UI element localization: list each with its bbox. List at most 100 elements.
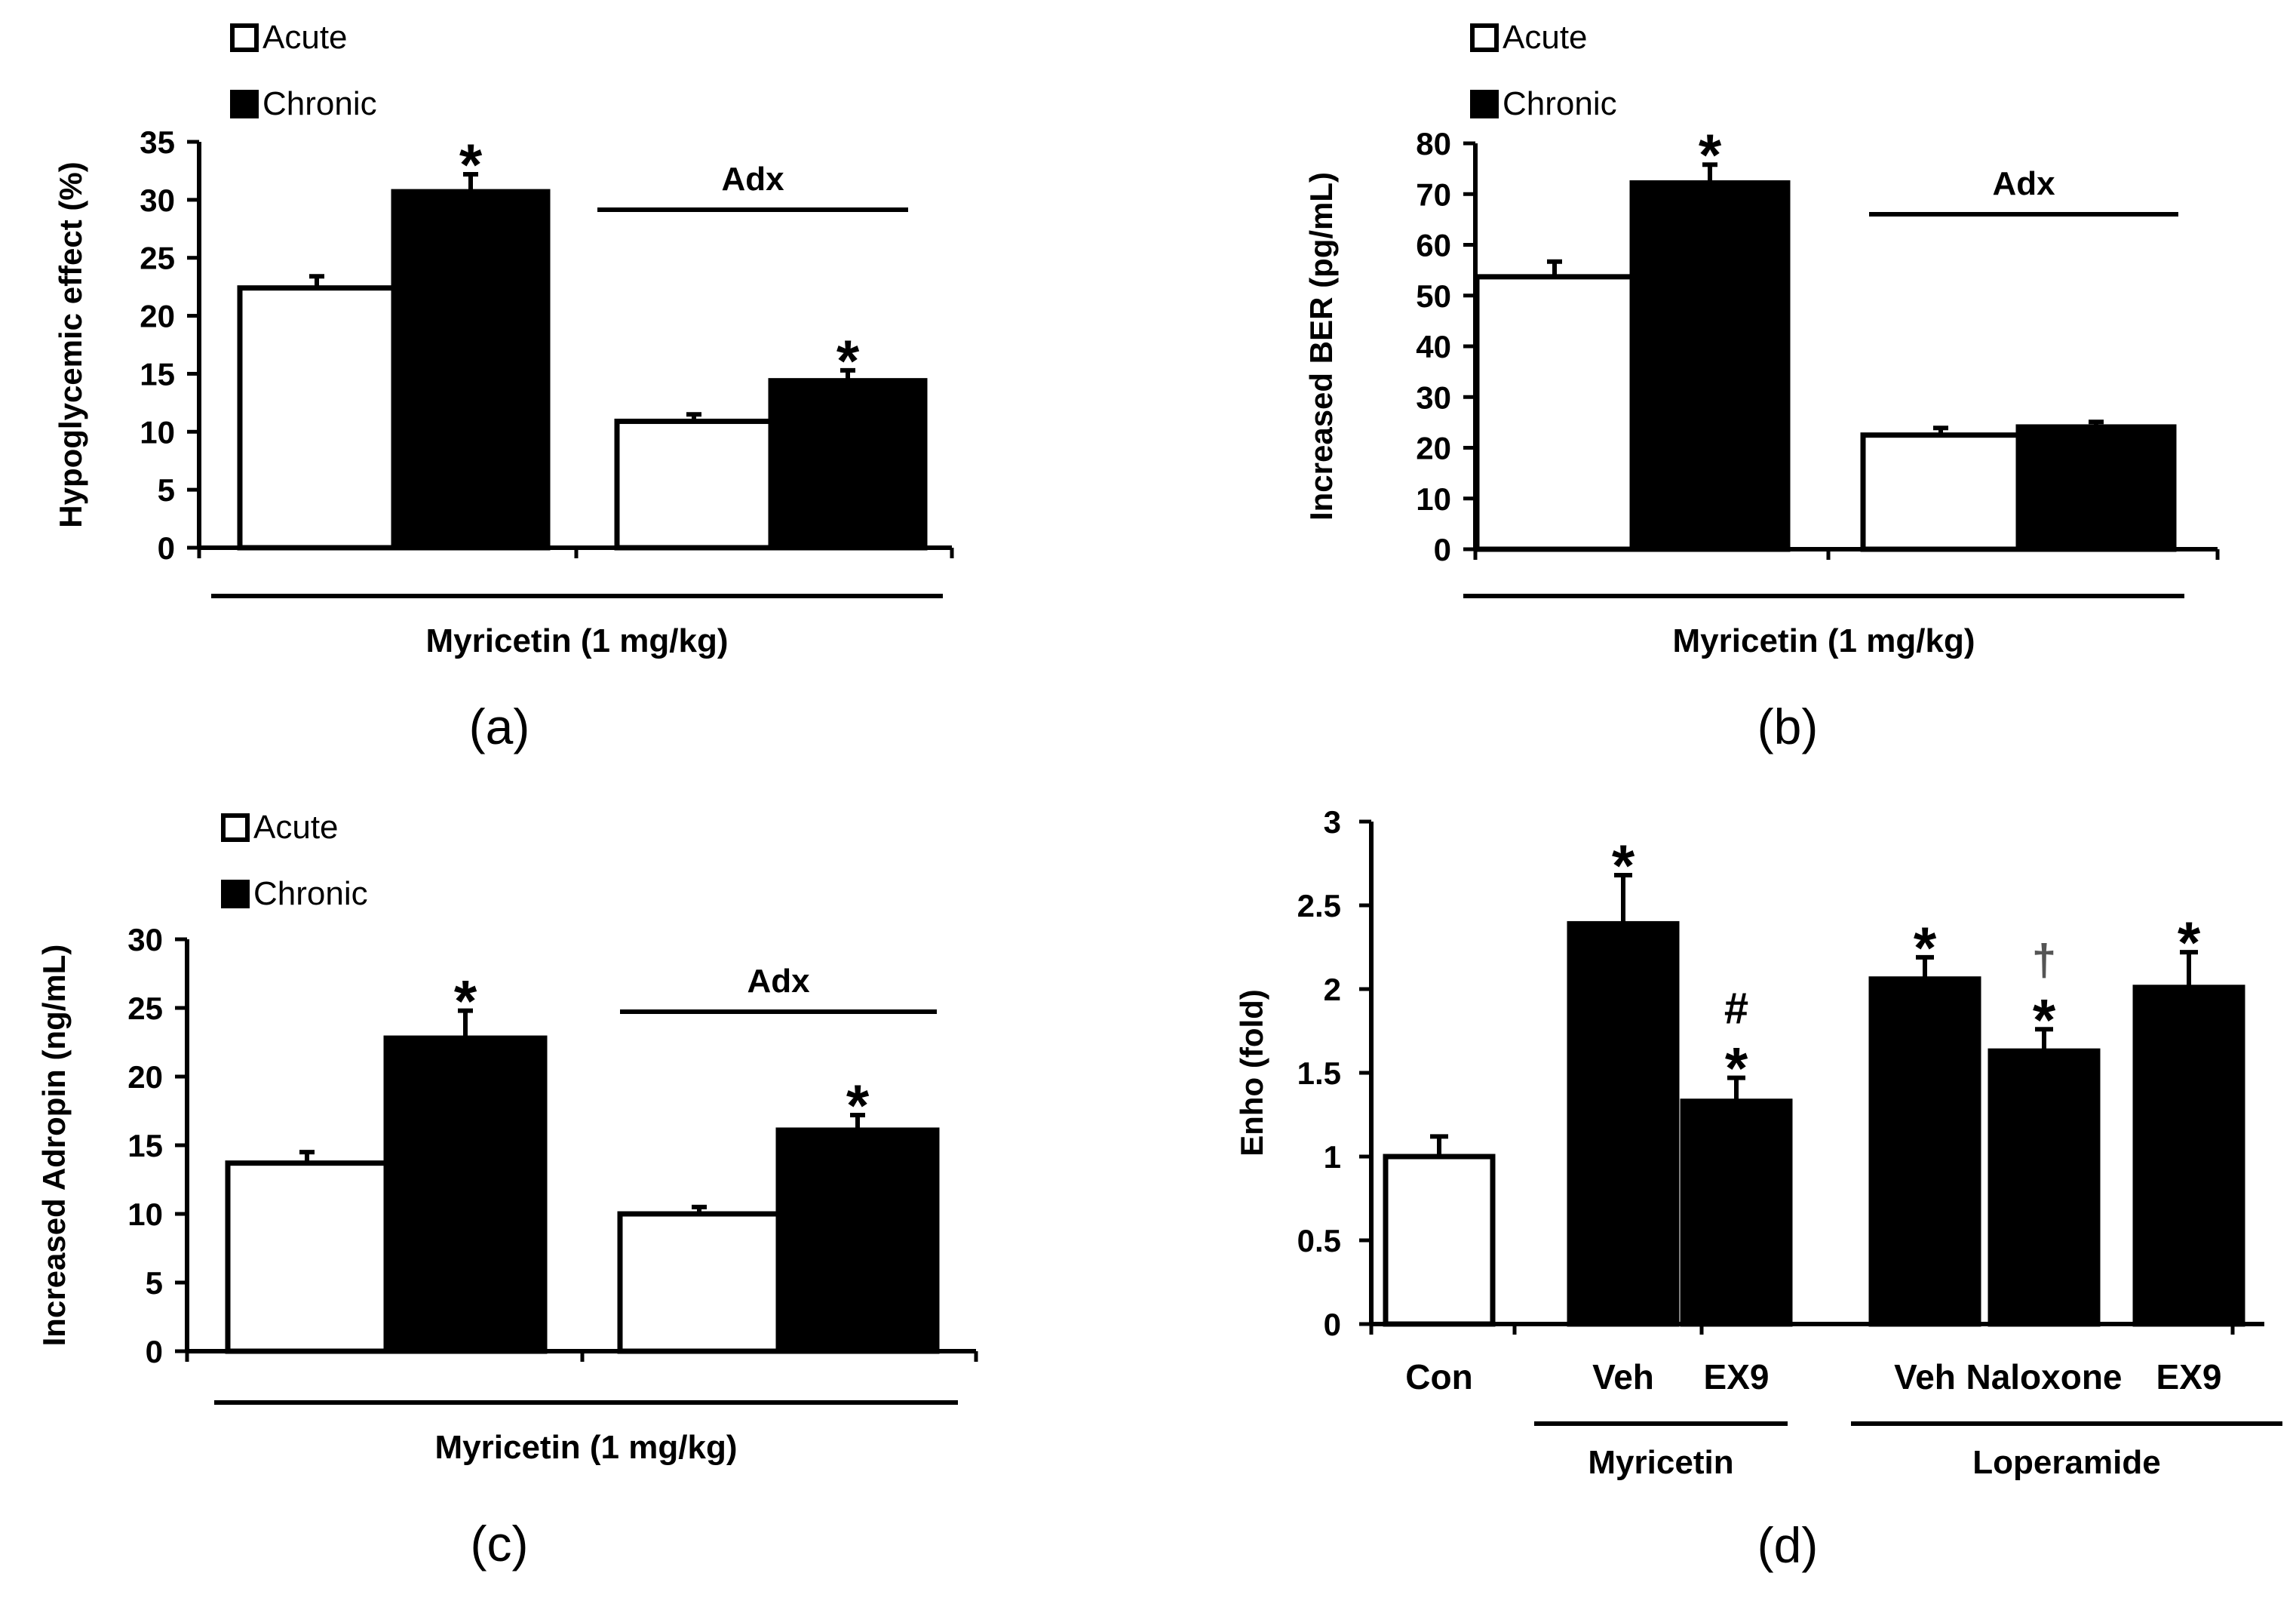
chart-c-bar-0-1	[617, 1211, 781, 1354]
chart-b-bar-0-0	[1474, 274, 1635, 552]
chart-d: 0 0.5 1 1.5 2 2.5 3 Enho (fold) Con Veh EX9 Veh Nalo…	[1234, 806, 2282, 1573]
chart-b-panel-label: (b)	[1757, 699, 1819, 754]
chart-c-panel-label: (c)	[471, 1516, 529, 1572]
chart-d-mark-3-0: *	[2033, 986, 2056, 1052]
chart-d-y-tick-label-2: 1	[1324, 1139, 1341, 1175]
chart-d-x-label-5: EX9	[2156, 1357, 2222, 1396]
chart-d-y-label: Enho (fold)	[1234, 989, 1269, 1157]
chart-b-y-tick-label-4: 40	[1416, 329, 1451, 364]
chart-c-legend-swatch-1	[221, 880, 250, 908]
chart-d-bar-2	[1680, 1098, 1793, 1327]
chart-d-bar-3	[1868, 976, 1981, 1327]
chart-a-adx-label: Adx	[721, 161, 784, 198]
chart-d-y-tick-label-0: 0	[1324, 1307, 1341, 1342]
chart-c-y-tick-label-0: 0	[146, 1334, 163, 1369]
chart-b-y-label: Increased BER (pg/mL)	[1303, 172, 1339, 521]
chart-d-mark-1-1: #	[1724, 985, 1748, 1034]
chart-c: Acute Chronic 0 5 10 15 20 25 30 Increased Adropi…	[36, 809, 978, 1572]
chart-b-y-tick-label-7: 70	[1416, 177, 1451, 212]
chart-b-x-label: Myricetin (1 mg/kg)	[1673, 622, 1975, 659]
chart-c-y-tick-label-2: 10	[127, 1197, 163, 1232]
chart-b-y-tick-label-2: 20	[1416, 431, 1451, 466]
chart-d-bar-4	[1988, 1048, 2101, 1327]
chart-c-y-tick-label-3: 15	[127, 1128, 163, 1163]
chart-d-mark-0-0: *	[1612, 832, 1635, 899]
chart-b-adx-label: Adx	[1992, 165, 2055, 202]
chart-c-y-tick-label-4: 20	[127, 1059, 163, 1095]
chart-c-bar-0-0	[225, 1160, 389, 1354]
chart-a: Acute Chronic 0 5 10 15 20 25 30 35 Hypoglycemic e…	[53, 19, 954, 754]
chart-a-bar-1-0	[391, 189, 551, 551]
chart-a-bar-0-0	[237, 285, 397, 551]
chart-d-group-label-1: Loperamide	[1972, 1444, 2160, 1481]
chart-d-y-tick-label-6: 3	[1324, 806, 1341, 840]
chart-a-y-tick-label-7: 35	[140, 124, 175, 160]
chart-a-sig-0: *	[459, 131, 483, 198]
chart-d-mark-1-0: *	[1725, 1035, 1748, 1101]
panel-b: Acute Chronic 0 10 20 30 40 50 60 70 80 Increased B…	[1148, 0, 2296, 806]
chart-b-bar-0-1	[1860, 432, 2021, 552]
chart-b-legend-label-0: Acute	[1503, 19, 1588, 56]
chart-b-bar-1-0	[1629, 180, 1791, 552]
chart-c-sig-1: *	[846, 1072, 870, 1138]
chart-d-x-label-2: EX9	[1704, 1357, 1770, 1396]
chart-a-panel-label: (a)	[469, 699, 530, 754]
chart-a-y-tick-label-3: 15	[140, 356, 175, 392]
chart-d-mark-4-0: *	[2178, 909, 2201, 975]
chart-d-x-label-0: Con	[1405, 1357, 1472, 1396]
panel-d: 0 0.5 1 1.5 2 2.5 3 Enho (fold) Con Veh EX9 Veh Nalo…	[1148, 806, 2296, 1613]
chart-d-y-tick-label-5: 2.5	[1297, 888, 1341, 923]
chart-a-bar-0-1	[614, 418, 774, 551]
chart-a-legend-swatch-0	[230, 23, 259, 52]
chart-b: Acute Chronic 0 10 20 30 40 50 60 70 80 Increased B…	[1303, 19, 2220, 754]
chart-d-bar-1	[1567, 920, 1680, 1327]
chart-b-y-tick-label-8: 80	[1416, 126, 1451, 161]
chart-d-y-tick-label-3: 1.5	[1297, 1055, 1341, 1091]
chart-a-x-label: Myricetin (1 mg/kg)	[426, 622, 729, 659]
chart-c-y-label: Increased Adropin (ng/mL)	[36, 945, 72, 1347]
chart-c-adx-label: Adx	[747, 963, 810, 1000]
chart-a-y-tick-label-2: 10	[140, 414, 175, 450]
chart-b-y-tick-label-1: 10	[1416, 481, 1451, 517]
chart-c-y-tick-label-5: 25	[127, 991, 163, 1026]
chart-d-bar-5	[2132, 985, 2245, 1327]
chart-a-y-tick-label-0: 0	[158, 530, 175, 566]
chart-c-y-tick-label-6: 30	[127, 922, 163, 957]
chart-b-legend-swatch-1	[1470, 90, 1499, 118]
chart-c-legend-swatch-0	[221, 813, 250, 842]
chart-a-bar-1-1	[768, 378, 928, 551]
chart-a-sig-1: *	[836, 327, 860, 394]
chart-a-y-tick-label-6: 30	[140, 183, 175, 218]
chart-a-legend-swatch-1	[230, 90, 259, 118]
chart-b-bar-1-1	[2015, 424, 2177, 552]
chart-b-sig-0: *	[1699, 121, 1722, 188]
chart-d-x-label-1: Veh	[1592, 1357, 1654, 1396]
chart-b-y-tick-label-5: 50	[1416, 278, 1451, 314]
chart-a-y-tick-label-5: 25	[140, 241, 175, 276]
chart-a-y-tick-label-1: 5	[158, 472, 175, 508]
chart-d-y-tick-label-1: 0.5	[1297, 1223, 1341, 1258]
chart-b-y-tick-label-0: 0	[1434, 532, 1451, 567]
chart-b-y-tick-label-3: 30	[1416, 379, 1451, 415]
panel-c: Acute Chronic 0 5 10 15 20 25 30 Increased Adropi…	[0, 806, 1148, 1613]
chart-b-legend-label-1: Chronic	[1503, 85, 1617, 122]
chart-c-legend-label-1: Chronic	[253, 875, 368, 912]
chart-c-legend-label-0: Acute	[253, 809, 339, 846]
chart-d-y-tick-label-4: 2	[1324, 972, 1341, 1007]
chart-a-y-label: Hypoglycemic effect (%)	[53, 161, 88, 527]
chart-d-group-label-0: Myricetin	[1588, 1444, 1733, 1481]
chart-a-y-tick-label-4: 20	[140, 299, 175, 334]
chart-d-x-label-4: Naloxone	[1966, 1357, 2122, 1396]
chart-b-legend-swatch-0	[1470, 23, 1499, 52]
chart-c-bar-1-1	[775, 1127, 940, 1354]
chart-c-sig-0: *	[454, 968, 477, 1034]
chart-d-panel-label: (d)	[1757, 1517, 1819, 1573]
chart-c-bar-1-0	[383, 1035, 548, 1354]
panel-a: Acute Chronic 0 5 10 15 20 25 30 35 Hypoglycemic e…	[0, 0, 1148, 806]
chart-b-y-tick-label-6: 60	[1416, 228, 1451, 263]
chart-d-mark-3-1: †	[2032, 936, 2056, 985]
chart-a-legend-label-0: Acute	[262, 19, 348, 56]
chart-c-y-tick-label-1: 5	[146, 1265, 163, 1301]
chart-a-legend-label-1: Chronic	[262, 85, 377, 122]
chart-d-mark-2-0: *	[1914, 914, 1937, 981]
